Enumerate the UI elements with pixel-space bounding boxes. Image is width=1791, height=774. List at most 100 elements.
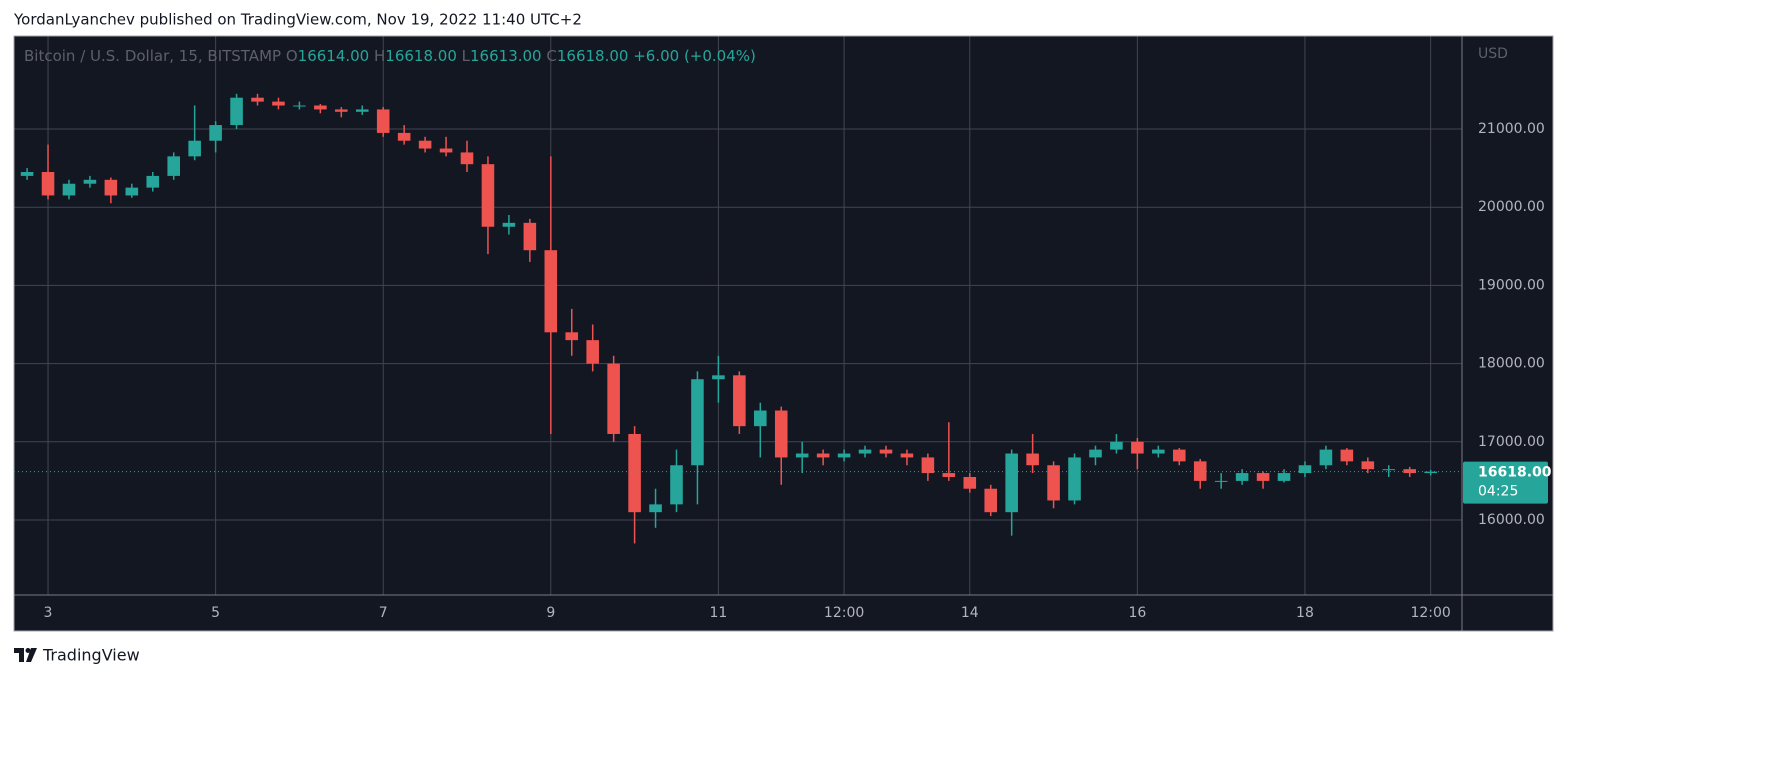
candle-body	[418, 140, 432, 149]
candle-body	[1089, 449, 1102, 458]
candle-body	[1068, 457, 1081, 501]
candle-body	[774, 410, 788, 458]
candle-body	[272, 101, 285, 106]
candle-body	[1026, 453, 1039, 466]
y-tick-label: 17000.00	[1478, 434, 1545, 450]
change: +6.00 (+0.04%)	[633, 47, 756, 65]
candle-body	[649, 504, 662, 513]
x-tick-label: 16	[1128, 605, 1146, 621]
logo: TradingView	[14, 646, 140, 665]
candle-body	[460, 152, 474, 165]
close-value: 16618.00	[557, 47, 629, 65]
candle-body	[984, 488, 998, 513]
currency: USD	[1478, 46, 1508, 62]
h-label: H	[374, 47, 385, 65]
candle-body	[167, 156, 181, 176]
candle-body	[795, 453, 809, 458]
candle-body	[963, 476, 977, 489]
candle-body	[1172, 449, 1186, 462]
o-label: O	[286, 47, 298, 65]
chart-background	[14, 36, 1553, 631]
x-tick-label: 12:00	[1410, 605, 1450, 621]
candle-body	[251, 97, 264, 102]
candle-body	[481, 164, 495, 227]
y-tick-label: 21000.00	[1478, 121, 1545, 137]
y-tick-label: 16000.00	[1478, 512, 1545, 528]
candle-body	[607, 363, 620, 434]
candle-body	[1152, 449, 1165, 454]
candle-body	[879, 449, 893, 454]
x-tick-label: 7	[379, 605, 388, 621]
low-value: 16613.00	[470, 47, 542, 65]
candle-body	[397, 132, 411, 141]
candle-body	[376, 109, 390, 133]
logo-dot	[25, 648, 31, 653]
last-price-tag	[1463, 461, 1548, 504]
candle-body	[355, 109, 369, 112]
candle-body	[230, 97, 243, 126]
candle-body	[314, 105, 327, 110]
x-tick-label: 9	[546, 605, 555, 621]
candle-body	[439, 148, 453, 153]
candle-body	[146, 175, 160, 188]
candle-body	[754, 410, 767, 427]
countdown: 04:25	[1478, 484, 1518, 500]
candle-body	[502, 222, 516, 227]
candle-body	[942, 473, 956, 477]
candle-body	[1298, 465, 1312, 474]
logo-mark	[14, 648, 24, 662]
c-label: C	[546, 47, 556, 65]
x-tick-label: 5	[211, 605, 220, 621]
candle-body	[712, 375, 725, 380]
candle-body	[900, 453, 914, 458]
candle-body	[670, 465, 683, 505]
candle-body	[628, 433, 641, 513]
candles	[20, 93, 1437, 544]
candle-body	[1277, 473, 1291, 481]
candle-body	[1193, 461, 1207, 481]
candle-body	[1110, 441, 1123, 450]
x-tick-label: 14	[961, 605, 979, 621]
candle-body	[1361, 461, 1375, 470]
candle-body	[188, 140, 201, 157]
candle-body	[565, 332, 579, 341]
l-label: L	[462, 47, 471, 65]
y-tick-label: 19000.00	[1478, 277, 1545, 293]
y-tick-label: 18000.00	[1478, 356, 1545, 372]
candle-body	[1235, 473, 1249, 481]
open-value: 16614.00	[298, 47, 370, 65]
candle-body	[858, 449, 872, 454]
candle-body	[733, 375, 746, 427]
last-price-label: 16618.00	[1478, 465, 1552, 481]
candle-body	[20, 171, 34, 176]
candle-body	[1256, 473, 1270, 481]
candle-body	[1403, 469, 1416, 474]
candle-body	[544, 250, 558, 333]
candle-body	[335, 109, 348, 112]
logo-slash	[26, 648, 37, 662]
x-tick-label: 18	[1296, 605, 1314, 621]
y-tick-label: 20000.00	[1478, 199, 1545, 215]
candle-body	[1131, 441, 1144, 454]
x-tick-label: 3	[44, 605, 53, 621]
candle-body	[1340, 449, 1354, 462]
x-tick-label: 11	[709, 605, 727, 621]
x-tick-label: 12:00	[824, 605, 864, 621]
candle-body	[1382, 469, 1396, 471]
legend: Bitcoin / U.S. Dollar, 15, BITSTAMP O166…	[24, 47, 756, 65]
candle-body	[1424, 471, 1437, 474]
chart-frame	[13, 35, 1554, 632]
candle-body	[209, 125, 222, 141]
candle-body	[921, 457, 935, 474]
candle-body	[1005, 453, 1018, 513]
candle-body	[816, 453, 830, 458]
grid	[14, 36, 1462, 595]
candle-body	[837, 453, 851, 458]
candle-body	[293, 105, 306, 107]
candle-body	[523, 222, 537, 251]
header: YordanLyanchev published on TradingView.…	[13, 11, 582, 29]
candle-body	[1214, 480, 1228, 482]
candle-body	[1319, 449, 1333, 466]
